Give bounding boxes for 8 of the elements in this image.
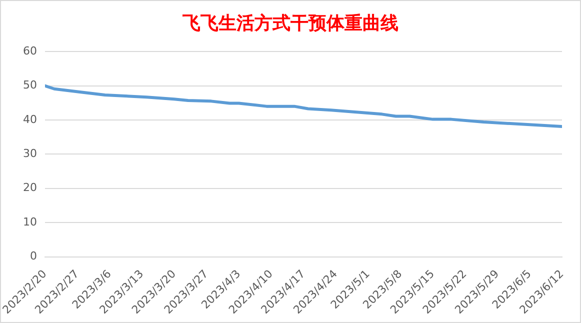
y-tick-label: 0 — [30, 250, 37, 263]
y-tick-label: 10 — [22, 215, 37, 228]
y-tick-label: 60 — [22, 44, 37, 58]
y-tick-label: 50 — [22, 78, 37, 92]
y-tick-label: 20 — [22, 181, 37, 194]
y-tick-label: 30 — [22, 147, 37, 160]
y-tick-label: 40 — [22, 112, 37, 126]
chart-title: 飞飞生活方式干预体重曲线 — [182, 12, 400, 35]
